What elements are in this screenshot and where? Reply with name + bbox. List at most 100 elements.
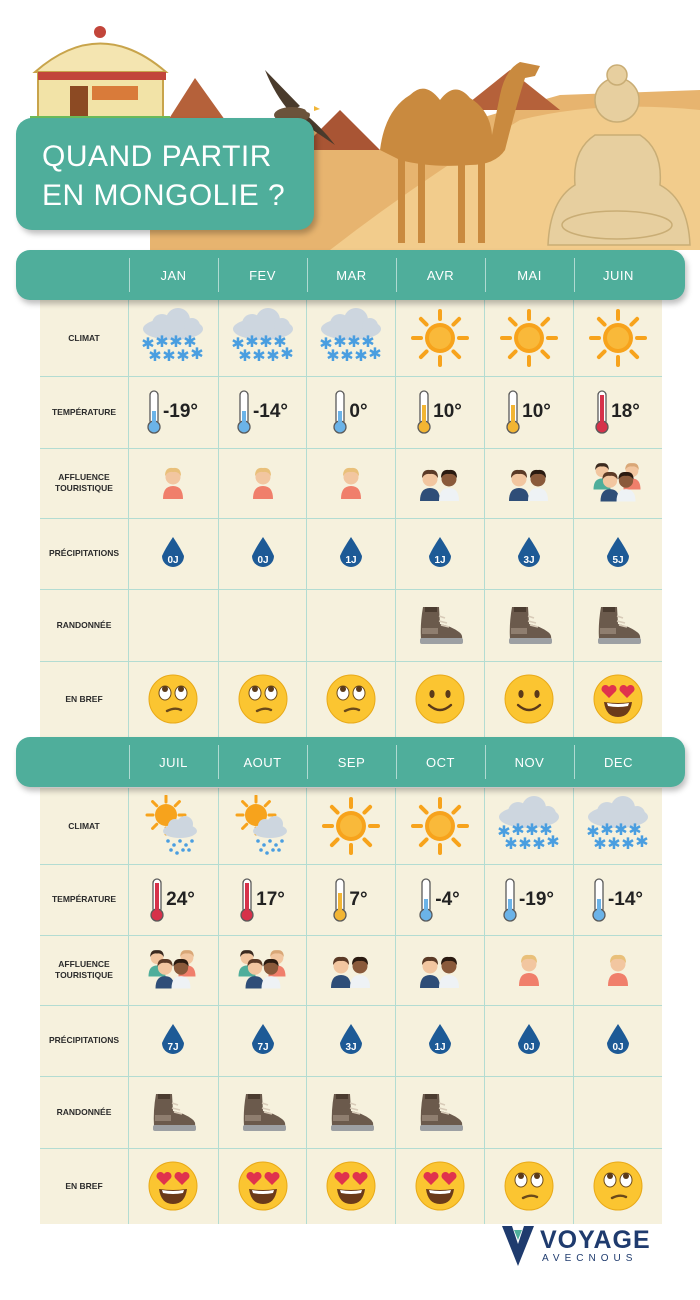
svg-text:✱: ✱ <box>155 332 168 351</box>
row-label-line: AFFLUENCE <box>58 959 110 969</box>
summary-cell <box>306 1148 395 1224</box>
sun-icon <box>321 796 381 856</box>
summary-cell <box>573 661 662 737</box>
thermometer-icon <box>240 877 254 922</box>
crowd-cell <box>218 935 307 1005</box>
heart-eyes-face-icon <box>147 1160 199 1212</box>
month-header-fev: FEV <box>249 267 276 283</box>
row-label-line: AFFLUENCE <box>58 472 110 482</box>
row-label-climat: CLIMAT <box>68 332 100 343</box>
summary-cell <box>218 1148 307 1224</box>
sun-icon <box>499 308 559 368</box>
svg-text:3J: 3J <box>523 555 534 566</box>
snow-cloud-icon: ✱ ✱ ✱ ✱ ✱ ✱ ✱ ✱ <box>138 307 208 369</box>
row-separator <box>40 1148 662 1149</box>
row-label-line: TOURISTIQUE <box>55 970 113 980</box>
svg-text:✱: ✱ <box>354 346 367 365</box>
eyeroll-face-icon <box>592 1160 644 1212</box>
svg-text:✱: ✱ <box>497 822 510 841</box>
climate-cell: ✱ ✱ ✱ ✱ ✱ ✱ ✱ ✱ <box>306 300 395 376</box>
svg-text:✱: ✱ <box>266 346 279 365</box>
svg-text:✱: ✱ <box>326 346 339 365</box>
hiking-cell <box>128 1076 217 1148</box>
crowd-cell <box>573 448 662 518</box>
hiking-boot-icon <box>238 1091 288 1133</box>
mountain <box>165 78 225 125</box>
month-header-jan: JAN <box>160 267 187 283</box>
crowd-cell <box>306 448 395 518</box>
tourist-crowd-icon <box>321 948 381 992</box>
hiking-cell <box>484 589 573 661</box>
climate-cell: ✱ ✱ ✱ ✱ ✱ ✱ ✱ ✱ <box>484 788 573 864</box>
svg-text:✱: ✱ <box>319 334 332 353</box>
svg-text:0J: 0J <box>167 555 178 566</box>
snow-cloud-icon: ✱ ✱ ✱ ✱ ✱ ✱ ✱ ✱ <box>316 307 386 369</box>
row-label-affluence: AFFLUENCE TOURISTIQUE <box>40 935 128 1005</box>
temperature-cell: -4° <box>395 864 484 935</box>
hiking-boot-icon <box>326 1091 376 1133</box>
temperature-cell: 24° <box>128 864 217 935</box>
summary-cell <box>128 1148 217 1224</box>
svg-text:✱: ✱ <box>183 332 196 351</box>
month-separator <box>396 745 397 779</box>
smile-face-icon <box>414 673 466 725</box>
svg-text:✱: ✱ <box>333 332 346 351</box>
row-label-temperature: TEMPÉRATURE <box>51 406 117 417</box>
temperature-value: 17° <box>256 888 285 910</box>
rain-drop-icon: 3J <box>515 536 543 572</box>
column-separator <box>306 788 307 1224</box>
month-header-bar-1: JAN FEV MAR AVR MAI JUIN <box>16 250 685 300</box>
precipitation-cell: 0J <box>573 1005 662 1076</box>
rain-drop-icon: 0J <box>249 536 277 572</box>
climate-cell <box>128 788 217 864</box>
heart-eyes-face-icon <box>325 1160 377 1212</box>
temperature-value: -4° <box>435 888 460 910</box>
temperature-cell: 18° <box>573 376 662 448</box>
month-header-juin: JUIN <box>603 267 634 283</box>
summary-cell <box>395 1148 484 1224</box>
temperature-cell: 17° <box>218 864 307 935</box>
temperature-cell: -19° <box>128 376 217 448</box>
eyeroll-face-icon <box>503 1160 555 1212</box>
svg-text:✱: ✱ <box>252 346 265 365</box>
column-separator <box>395 788 396 1224</box>
climate-cell: ✱ ✱ ✱ ✱ ✱ ✱ ✱ ✱ <box>218 300 307 376</box>
month-separator <box>129 258 130 292</box>
svg-text:✱: ✱ <box>539 820 552 839</box>
eyeroll-face-icon <box>325 673 377 725</box>
svg-text:✱: ✱ <box>259 332 272 351</box>
thermometer-icon <box>595 390 609 434</box>
summary-cell <box>128 661 217 737</box>
row-separator <box>40 661 662 662</box>
yurt-icon <box>30 26 170 122</box>
temperature-cell: -14° <box>573 864 662 935</box>
rain-drop-icon: 0J <box>159 536 187 572</box>
temperature-value: 10° <box>433 401 462 422</box>
svg-text:0J: 0J <box>257 555 268 566</box>
row-label-temperature: TEMPÉRATURE <box>51 894 117 904</box>
month-header-oct: OCT <box>426 754 455 770</box>
svg-text:✱: ✱ <box>600 820 613 839</box>
summary-cell <box>306 661 395 737</box>
month-header-mai: MAI <box>517 267 542 283</box>
precipitation-cell: 5J <box>573 518 662 589</box>
svg-text:✱: ✱ <box>162 346 175 365</box>
temperature-value: -19° <box>162 401 199 422</box>
summary-cell <box>395 661 484 737</box>
thermometer-icon <box>333 877 348 922</box>
svg-text:✱: ✱ <box>525 820 538 839</box>
crowd-cell <box>484 448 573 518</box>
temperature-value: -14° <box>252 401 289 422</box>
thermometer-icon <box>506 390 520 434</box>
tourist-crowd-icon <box>410 948 470 992</box>
tourist-crowd-icon <box>499 461 559 505</box>
brand-logo: VOYAGE AVECNOUS <box>500 1222 670 1270</box>
heart-eyes-face-icon <box>237 1160 289 1212</box>
logo-subtext: AVECNOUS <box>542 1253 638 1264</box>
temperature-cell: -14° <box>218 376 307 448</box>
climate-cell <box>573 300 662 376</box>
svg-text:3J: 3J <box>345 1042 356 1053</box>
tourist-crowd-icon <box>588 948 648 992</box>
month-separator <box>485 258 486 292</box>
svg-text:✱: ✱ <box>614 820 627 839</box>
